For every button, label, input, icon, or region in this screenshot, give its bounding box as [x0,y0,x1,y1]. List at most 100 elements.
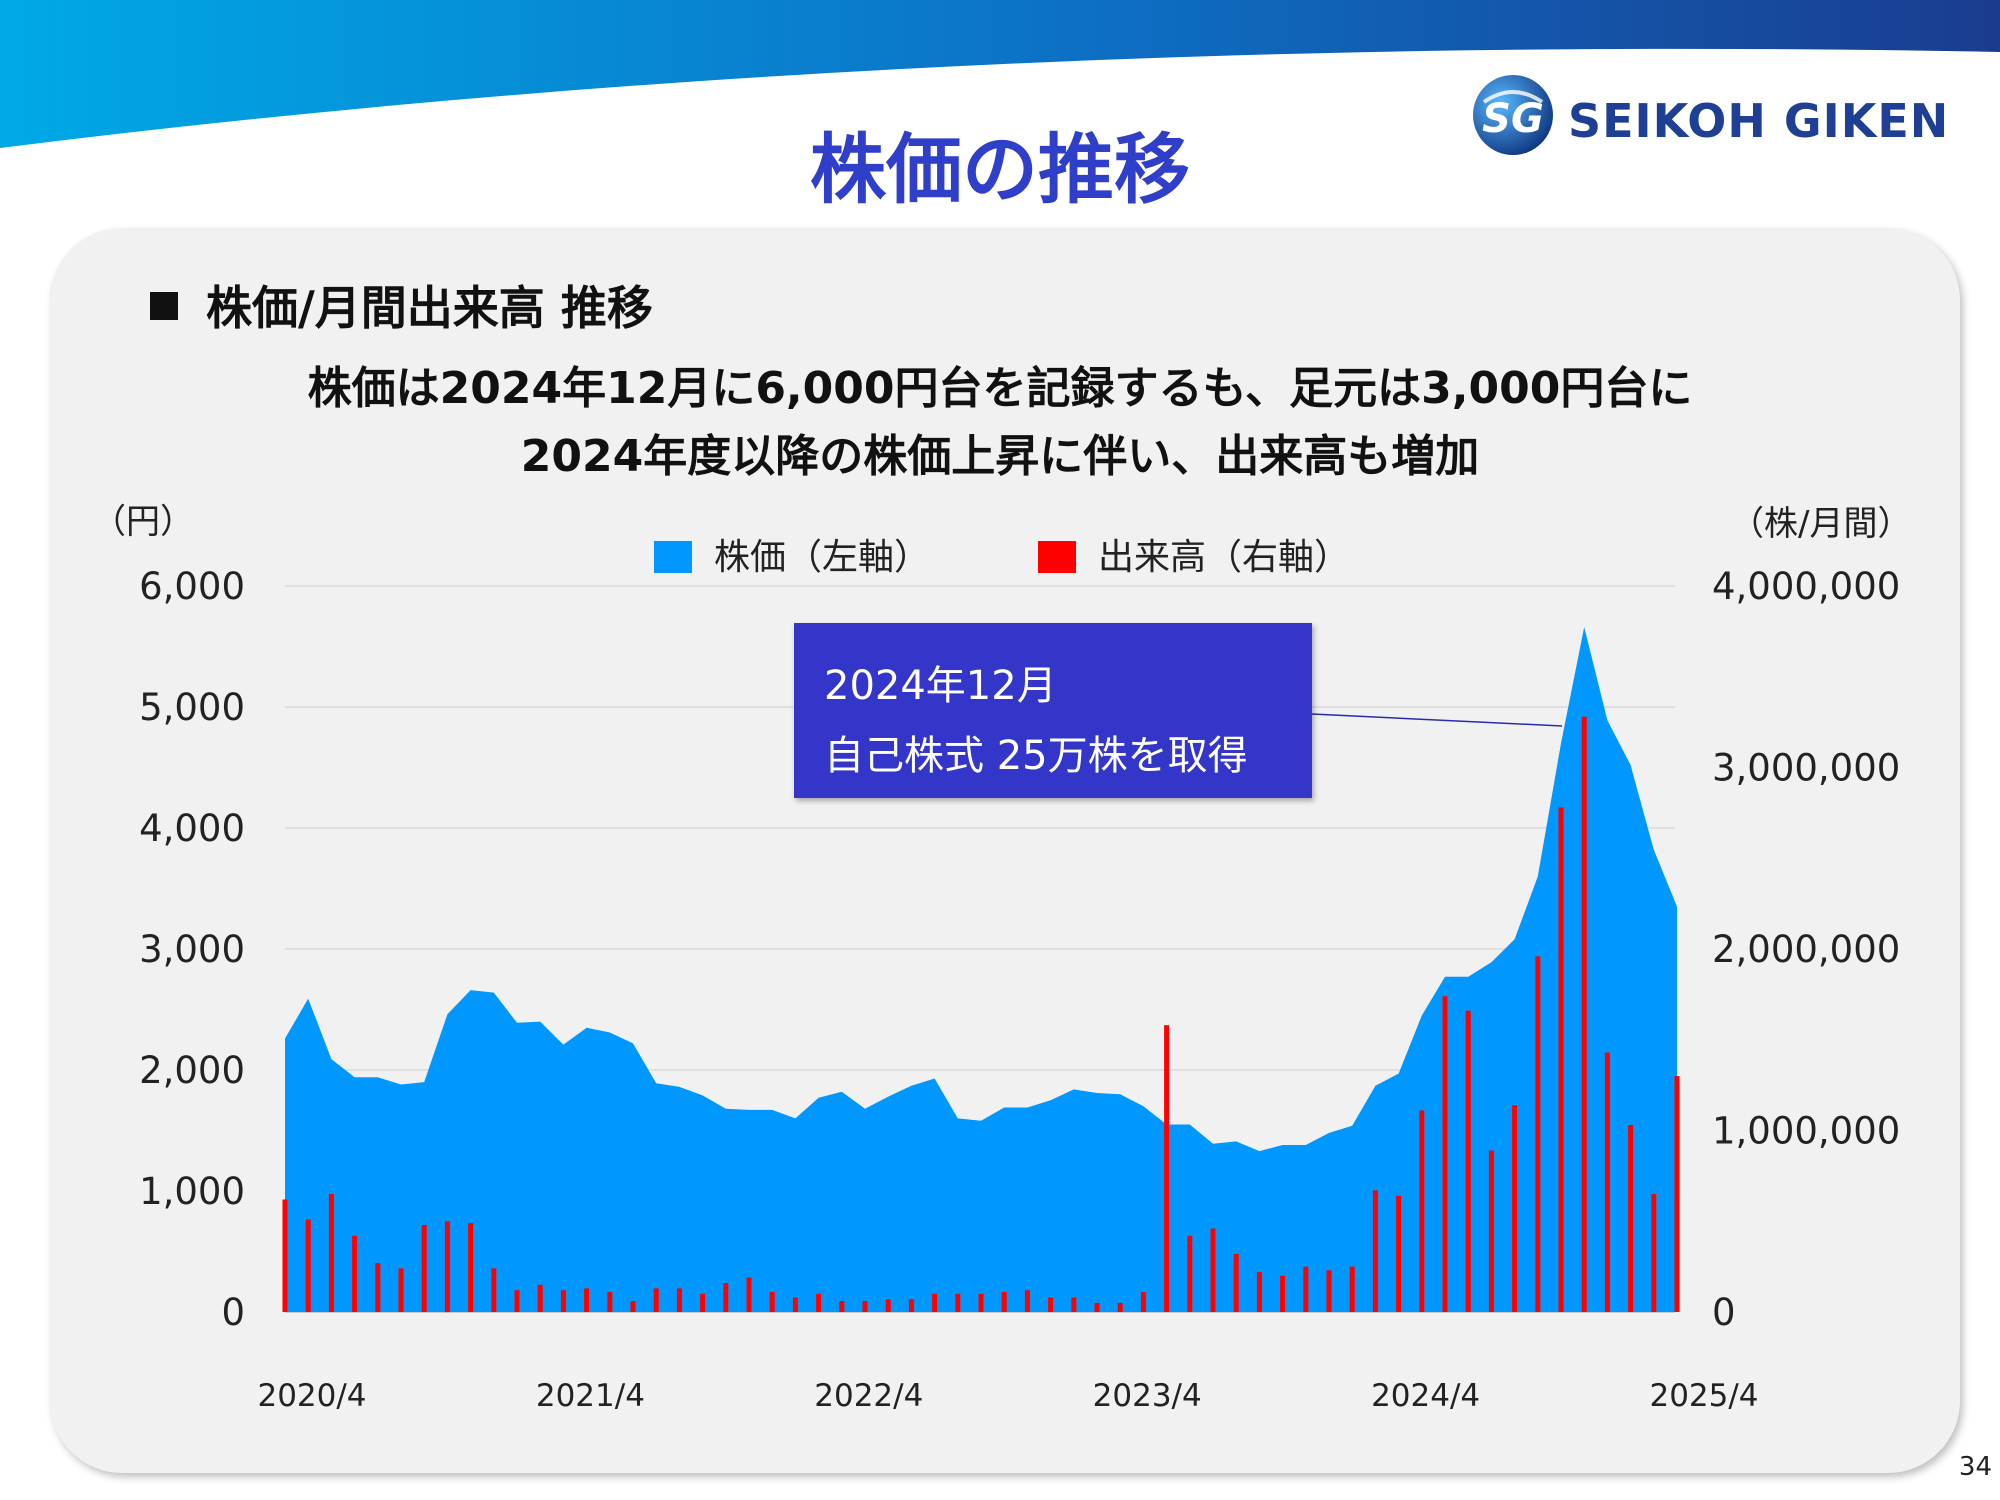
volume-bar [932,1293,938,1312]
legend-label-volume: 出来高（右軸） [1098,537,1351,578]
x-axis-tick-label: 2021/4 [536,1378,645,1414]
volume-bar [1140,1292,1146,1312]
volume-bar [1628,1125,1634,1312]
volume-bar [978,1293,984,1312]
volume-bar [630,1301,636,1312]
volume-bar [1187,1235,1193,1312]
volume-bar [398,1268,404,1312]
volume-bar [746,1277,752,1312]
volume-bar [1280,1275,1286,1312]
x-axis-tick-label: 2024/4 [1371,1378,1480,1414]
section-heading-text: 株価/月間出来高 推移 [206,281,653,335]
volume-bar [1024,1290,1030,1312]
volume-bar [1419,1110,1425,1312]
volume-bar [468,1223,474,1312]
callout-leader-line [1311,713,1563,727]
volume-bar [1558,807,1564,1312]
volume-bar [1094,1302,1100,1312]
right-axis-tick-label: 2,000,000 [1712,928,1900,971]
volume-bar [421,1224,427,1312]
volume-bar [1651,1194,1657,1312]
left-axis-tick-label: 3,000 [139,928,245,971]
header-swoosh-band [0,0,2000,148]
volume-bar [1465,1010,1471,1312]
legend-label-price: 株価（左軸） [714,537,931,578]
volume-bar [862,1301,868,1312]
volume-bar [769,1292,775,1312]
volume-bar [1581,716,1587,1312]
summary-line-1: 株価は2024年12月に6,000円台を記録するも、足元は3,000円台に [307,363,1693,414]
volume-bar [560,1290,566,1312]
x-axis-tick-label: 2023/4 [1093,1378,1202,1414]
right-axis-tick-label: 4,000,000 [1712,565,1900,608]
left-axis-tick-label: 4,000 [139,807,245,850]
right-axis-tick-label: 0 [1712,1291,1736,1334]
legend-swatch-price [654,541,692,573]
volume-bar [1001,1292,1007,1312]
left-axis-unit: （円） [92,502,194,542]
volume-bar [1303,1266,1309,1312]
x-axis-tick-label: 2025/4 [1649,1378,1758,1414]
section-heading: 株価/月間出来高 推移 [150,272,653,338]
volume-bar [816,1293,822,1312]
volume-bar [1674,1076,1680,1312]
volume-bar [1442,996,1448,1312]
volume-bar [1210,1228,1216,1312]
volume-bar [653,1288,659,1312]
company-name: SEIKOH GIKEN [1568,94,1950,148]
volume-bar [444,1221,450,1313]
left-axis-tick-label: 2,000 [139,1049,245,1092]
svg-text:SG: SG [1482,96,1544,142]
square-bullet-icon [150,292,178,320]
buyback-callout: 2024年12月 自己株式 25万株を取得 [794,623,1312,798]
page-title: 株価の推移 [810,125,1190,214]
volume-bar [700,1293,706,1312]
volume-bar [1326,1270,1332,1312]
volume-bar [282,1199,288,1312]
volume-bar [1604,1052,1610,1312]
volume-bar [1048,1297,1054,1312]
volume-bar [375,1263,381,1312]
volume-bar [885,1299,891,1312]
left-axis-tick-label: 6,000 [139,565,245,608]
volume-bar [328,1194,334,1312]
left-axis-tick-label: 5,000 [139,686,245,729]
volume-bar [723,1283,729,1312]
volume-bar [792,1297,798,1312]
price-area-series [285,627,1677,1312]
volume-bar [491,1268,497,1312]
volume-bar [1071,1297,1077,1312]
volume-bar [584,1288,590,1312]
legend-item-volume: 出来高（右軸） [1038,528,1350,580]
volume-bar [676,1288,682,1312]
page-number: 34 [1958,1452,1992,1482]
left-axis-tick-label: 0 [221,1291,245,1334]
volume-bar [1349,1266,1355,1312]
volume-bar [955,1293,961,1312]
volume-bar [1256,1272,1262,1312]
right-axis-tick-label: 3,000,000 [1712,747,1900,790]
volume-bar [514,1290,520,1312]
company-logo: SG SEIKOH GIKEN [1470,72,1970,162]
volume-bar [607,1292,613,1312]
left-axis-tick-label: 1,000 [139,1170,245,1213]
volume-bar [1396,1195,1402,1312]
volume-bar [1488,1150,1494,1312]
volume-bar [352,1235,358,1312]
volume-bar [1117,1302,1123,1312]
legend-swatch-volume [1038,541,1076,573]
volume-bar [537,1284,543,1312]
x-axis-tick-label: 2020/4 [257,1378,366,1414]
volume-bar [1233,1253,1239,1312]
legend-item-price: 株価（左軸） [654,528,930,580]
right-axis-tick-label: 1,000,000 [1712,1110,1900,1153]
volume-bar [908,1299,914,1312]
summary-line-2: 2024年度以降の株価上昇に伴い、出来高も増加 [520,431,1480,482]
volume-bar [1512,1105,1518,1312]
volume-bar [1372,1190,1378,1312]
volume-bar [1535,956,1541,1312]
volume-bar [839,1301,845,1312]
volume-bar [1164,1025,1170,1312]
callout-line-1: 2024年12月 [824,663,1057,709]
